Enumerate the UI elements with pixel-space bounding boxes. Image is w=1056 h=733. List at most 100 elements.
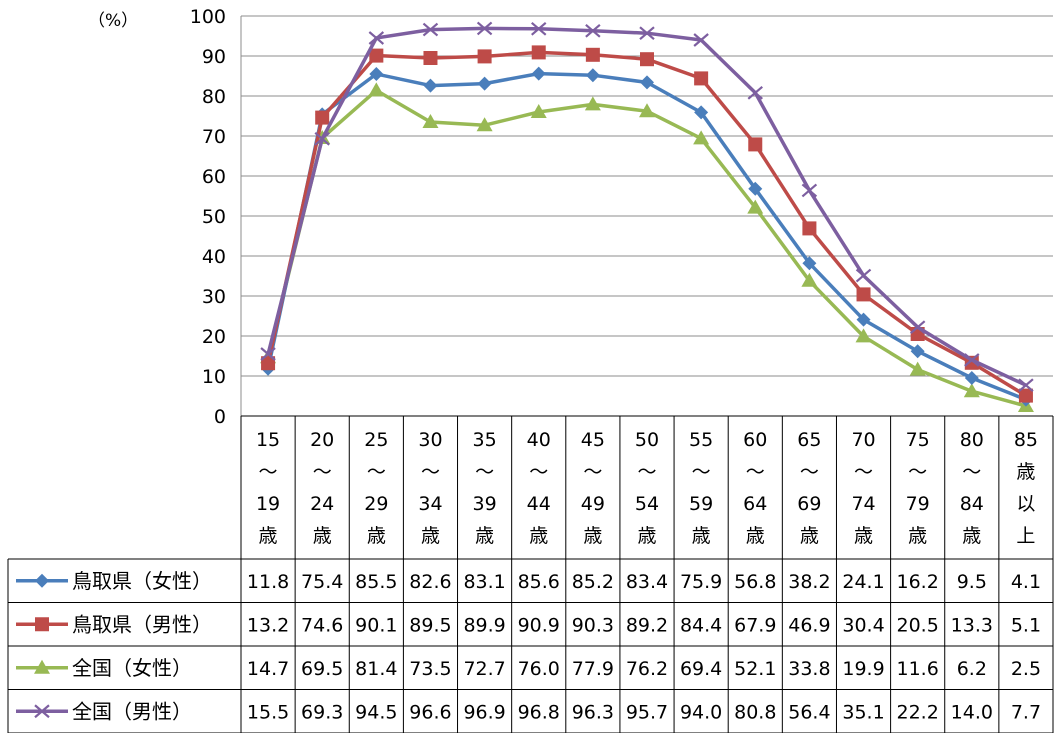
- data-label: 74.6: [301, 614, 343, 636]
- data-point: [585, 68, 600, 83]
- category-label: 39: [473, 493, 497, 515]
- category-label: 歳: [962, 525, 981, 547]
- y-tick-label: 40: [202, 246, 226, 268]
- data-label: 15.5: [247, 701, 289, 723]
- data-point: [584, 96, 601, 111]
- data-point: [530, 104, 547, 118]
- data-point: [747, 85, 763, 100]
- data-point: [964, 353, 980, 367]
- data-point: [802, 221, 817, 236]
- category-label: ～: [475, 461, 494, 483]
- data-label: 85.2: [572, 571, 614, 593]
- category-label: 歳: [1016, 461, 1035, 483]
- category-label: 以: [1016, 493, 1035, 515]
- category-label: 44: [527, 493, 551, 515]
- data-point: [855, 268, 872, 283]
- category-label: 歳: [908, 525, 927, 547]
- category-label: 歳: [259, 525, 278, 547]
- category-label: 35: [473, 429, 497, 451]
- category-label: ～: [421, 461, 440, 483]
- data-label: 56.4: [788, 701, 830, 723]
- data-point: [315, 110, 330, 125]
- category-label: 84: [960, 493, 984, 515]
- data-point: [747, 199, 764, 214]
- category-label: ～: [908, 461, 927, 483]
- data-label: 94.0: [680, 701, 722, 723]
- data-point: [423, 78, 438, 93]
- data-point: [261, 356, 276, 371]
- data-point: [477, 76, 492, 91]
- category-label: 歳: [800, 525, 819, 547]
- data-point: [1018, 378, 1034, 393]
- category-label: 歳: [529, 525, 548, 547]
- y-tick-label: 30: [202, 286, 226, 308]
- data-point: [748, 181, 763, 196]
- category-label: 70: [851, 429, 875, 451]
- data-label: 85.6: [518, 571, 560, 593]
- data-label: 80.8: [734, 701, 776, 723]
- data-label: 38.2: [788, 571, 830, 593]
- data-label: 76.0: [518, 658, 560, 680]
- data-point: [369, 48, 384, 63]
- data-label: 16.2: [897, 571, 939, 593]
- data-label: 94.5: [355, 701, 397, 723]
- data-label: 76.2: [626, 658, 668, 680]
- data-label: 75.4: [301, 571, 343, 593]
- data-point: [369, 67, 384, 81]
- data-point: [476, 117, 493, 132]
- data-label: 96.9: [463, 701, 505, 723]
- category-label: ～: [746, 461, 765, 483]
- category-label: 歳: [475, 525, 494, 547]
- data-label: 5.1: [1011, 614, 1041, 636]
- data-label: 30.4: [842, 614, 884, 636]
- category-label: 上: [1016, 525, 1035, 547]
- data-point: [856, 312, 871, 327]
- data-point: [531, 45, 546, 60]
- category-label: ～: [637, 461, 656, 483]
- category-label: 30: [418, 429, 442, 451]
- category-label: ～: [259, 461, 278, 483]
- data-point: [693, 33, 709, 47]
- data-point: [694, 71, 709, 86]
- data-label: 89.9: [463, 614, 505, 636]
- category-label: 69: [797, 493, 821, 515]
- data-point: [35, 573, 49, 588]
- category-label: 49: [581, 493, 605, 515]
- data-point: [909, 320, 926, 335]
- category-label: 歳: [854, 525, 873, 547]
- category-label: 74: [851, 493, 875, 515]
- category-label: 29: [364, 493, 388, 515]
- data-point: [964, 371, 979, 385]
- data-label: 14.0: [951, 701, 993, 723]
- data-label: 13.3: [951, 614, 993, 636]
- y-tick-label: 70: [202, 126, 226, 148]
- category-label: 60: [743, 429, 767, 451]
- data-point: [423, 51, 438, 65]
- data-point: [910, 344, 925, 359]
- data-point: [368, 82, 385, 97]
- data-label: 22.2: [897, 701, 939, 723]
- data-label: 14.7: [247, 658, 289, 680]
- data-point: [35, 617, 49, 632]
- data-point: [585, 23, 601, 38]
- category-label: 歳: [583, 525, 602, 547]
- data-label: 90.9: [518, 614, 560, 636]
- y-unit-label: （%）: [88, 11, 138, 31]
- category-label: 80: [960, 429, 984, 451]
- y-tick-label: 60: [202, 166, 226, 188]
- data-label: 2.5: [1011, 658, 1041, 680]
- data-point: [693, 130, 710, 145]
- category-label: 55: [689, 429, 713, 451]
- y-tick-label: 50: [202, 206, 226, 228]
- category-label: 歳: [746, 525, 765, 547]
- category-label: ～: [854, 461, 873, 483]
- category-label: 65: [797, 429, 821, 451]
- data-point: [640, 75, 654, 90]
- legend-label: 全国（女性）: [72, 656, 192, 680]
- data-label: 19.9: [842, 658, 884, 680]
- data-label: 96.3: [572, 701, 614, 723]
- data-label: 69.5: [301, 658, 343, 680]
- data-label: 69.4: [680, 658, 722, 680]
- data-point: [368, 31, 385, 45]
- data-point: [585, 47, 600, 62]
